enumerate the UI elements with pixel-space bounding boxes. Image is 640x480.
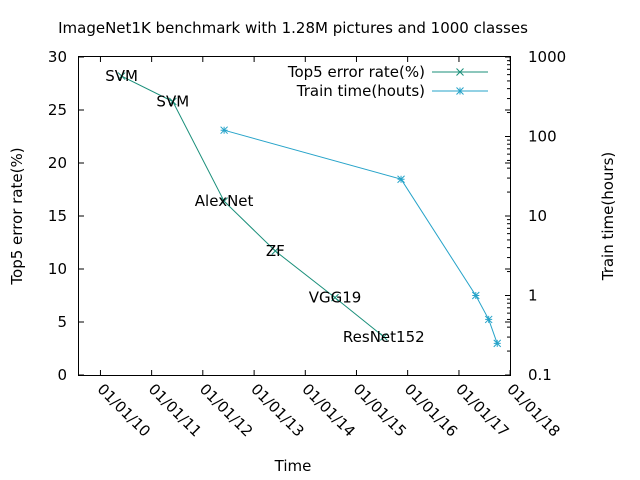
data-point bbox=[220, 197, 228, 206]
data-point bbox=[379, 332, 388, 341]
y-tick-label: 0 bbox=[57, 366, 67, 384]
data-point bbox=[271, 247, 280, 255]
chart-title: ImageNet1K benchmark with 1.28M pictures… bbox=[58, 19, 528, 37]
legend-marker bbox=[456, 87, 464, 95]
data-label: AlexNet bbox=[195, 192, 254, 210]
y2-tick-label: 1 bbox=[528, 287, 538, 305]
data-point bbox=[493, 339, 502, 348]
y-tick-label: 5 bbox=[57, 313, 67, 331]
data-point bbox=[471, 291, 480, 300]
series-1 bbox=[220, 126, 502, 348]
data-point bbox=[484, 315, 493, 324]
series-layer: SVM SVM AlexNet ZF VGG19 ResNet152 bbox=[105, 67, 502, 348]
x-tick-label: 01/01/10 bbox=[94, 380, 154, 440]
data-label: VGG19 bbox=[309, 289, 362, 307]
data-point bbox=[168, 97, 177, 106]
y-axis-label: Top5 error rate(%) bbox=[8, 147, 26, 285]
x-tick-label: 01/01/15 bbox=[350, 380, 410, 440]
y-tick-label: 10 bbox=[48, 260, 67, 278]
y-tick-label: 15 bbox=[48, 207, 67, 225]
data-label: ZF bbox=[266, 242, 285, 260]
y-tick-label: 20 bbox=[48, 154, 67, 172]
data-label: ResNet152 bbox=[343, 328, 425, 346]
data-point bbox=[220, 126, 228, 135]
plot-frame bbox=[78, 56, 511, 376]
data-point bbox=[397, 175, 405, 184]
x-tick-label: 01/01/18 bbox=[503, 380, 563, 440]
legend-marker bbox=[456, 68, 464, 76]
x-tick-label: 01/01/16 bbox=[401, 380, 461, 440]
data-label: SVM bbox=[105, 67, 138, 85]
data-label: SVM bbox=[156, 93, 189, 111]
legend-label: Top5 error rate(%) bbox=[287, 63, 425, 81]
y2-tick-label: 100 bbox=[528, 128, 557, 146]
x-tick-label: 01/01/13 bbox=[247, 380, 307, 440]
legend: Top5 error rate(%)Train time(houts) bbox=[287, 63, 488, 100]
y2-tick-label: 10 bbox=[528, 207, 547, 225]
x-tick-label: 01/01/17 bbox=[452, 380, 512, 440]
y-tick-label: 25 bbox=[48, 101, 67, 119]
series-line bbox=[121, 75, 385, 338]
y2-axis-label: Train time(hours) bbox=[599, 152, 617, 282]
data-point bbox=[331, 293, 339, 302]
axes-layer: 0510152025300.1110100100001/01/1001/01/1… bbox=[48, 48, 566, 440]
legend-label: Train time(houts) bbox=[296, 82, 425, 100]
x-tick-label: 01/01/11 bbox=[145, 380, 205, 440]
data-point bbox=[117, 72, 126, 80]
x-axis-label: Time bbox=[274, 457, 312, 475]
y2-tick-label: 1000 bbox=[528, 48, 566, 66]
y-tick-label: 30 bbox=[48, 48, 67, 66]
y2-tick-label: 0.1 bbox=[528, 366, 552, 384]
x-tick-label: 01/01/12 bbox=[196, 380, 256, 440]
series-line bbox=[223, 129, 498, 344]
x-tick-label: 01/01/14 bbox=[298, 380, 358, 440]
series-0: SVM SVM AlexNet ZF VGG19 ResNet152 bbox=[105, 67, 424, 346]
